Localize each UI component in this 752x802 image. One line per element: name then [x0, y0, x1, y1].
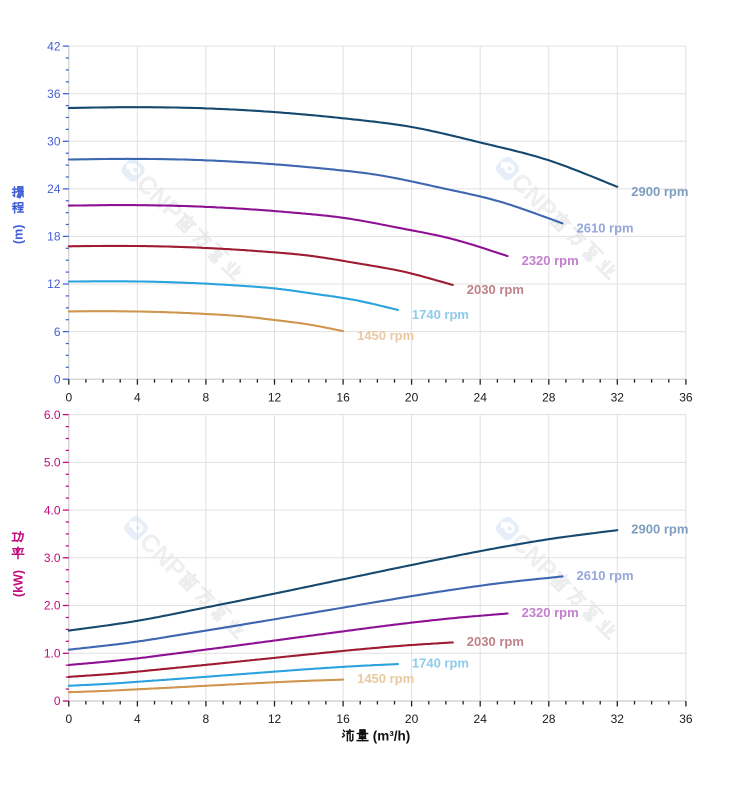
svg-text:2030 rpm: 2030 rpm [467, 634, 524, 649]
svg-text:2.0: 2.0 [44, 599, 61, 613]
svg-text:16: 16 [336, 712, 350, 726]
svg-text:4: 4 [134, 712, 141, 726]
svg-text:12: 12 [47, 277, 61, 291]
svg-text:1.0: 1.0 [44, 647, 61, 661]
svg-text:20: 20 [405, 391, 419, 405]
svg-text:1450 rpm: 1450 rpm [357, 328, 414, 343]
svg-text:32: 32 [611, 391, 625, 405]
svg-text:2900 rpm: 2900 rpm [631, 522, 688, 537]
svg-text:20: 20 [405, 712, 419, 726]
svg-text:(m³/h): (m³/h) [369, 729, 410, 744]
svg-text:24: 24 [474, 391, 488, 405]
svg-text:0: 0 [65, 712, 72, 726]
svg-text:1450 rpm: 1450 rpm [357, 671, 414, 686]
svg-text:36: 36 [679, 712, 693, 726]
svg-text:6: 6 [54, 325, 61, 339]
svg-text:16: 16 [336, 391, 350, 405]
svg-text:2610 rpm: 2610 rpm [577, 220, 634, 235]
svg-text:12: 12 [268, 712, 282, 726]
svg-text:0: 0 [54, 372, 61, 386]
svg-text:1740 rpm: 1740 rpm [412, 656, 469, 671]
svg-text:32: 32 [611, 712, 625, 726]
svg-text:28: 28 [542, 712, 556, 726]
svg-text:18: 18 [47, 230, 61, 244]
svg-text:24: 24 [47, 182, 61, 196]
svg-text:28: 28 [542, 391, 556, 405]
svg-text:6.0: 6.0 [44, 408, 61, 422]
svg-text:12: 12 [268, 391, 282, 405]
svg-text:2610 rpm: 2610 rpm [577, 568, 634, 583]
svg-text:(kW): (kW) [11, 570, 25, 597]
svg-text:(m): (m) [11, 225, 25, 244]
svg-text:4.0: 4.0 [44, 503, 61, 517]
svg-text:2900 rpm: 2900 rpm [631, 184, 688, 199]
svg-text:1740 rpm: 1740 rpm [412, 307, 469, 322]
svg-text:0: 0 [65, 391, 72, 405]
svg-text:3.0: 3.0 [44, 551, 61, 565]
svg-text:4: 4 [134, 391, 141, 405]
svg-text:30: 30 [47, 135, 61, 149]
svg-text:36: 36 [679, 391, 693, 405]
svg-text:2320 rpm: 2320 rpm [522, 253, 579, 268]
svg-text:2030 rpm: 2030 rpm [467, 282, 524, 297]
svg-text:42: 42 [47, 39, 61, 53]
svg-text:5.0: 5.0 [44, 456, 61, 470]
svg-text:36: 36 [47, 87, 61, 101]
svg-text:8: 8 [203, 712, 210, 726]
svg-text:24: 24 [474, 712, 488, 726]
svg-text:2320 rpm: 2320 rpm [522, 605, 579, 620]
svg-text:8: 8 [203, 391, 210, 405]
svg-text:0: 0 [54, 694, 61, 708]
